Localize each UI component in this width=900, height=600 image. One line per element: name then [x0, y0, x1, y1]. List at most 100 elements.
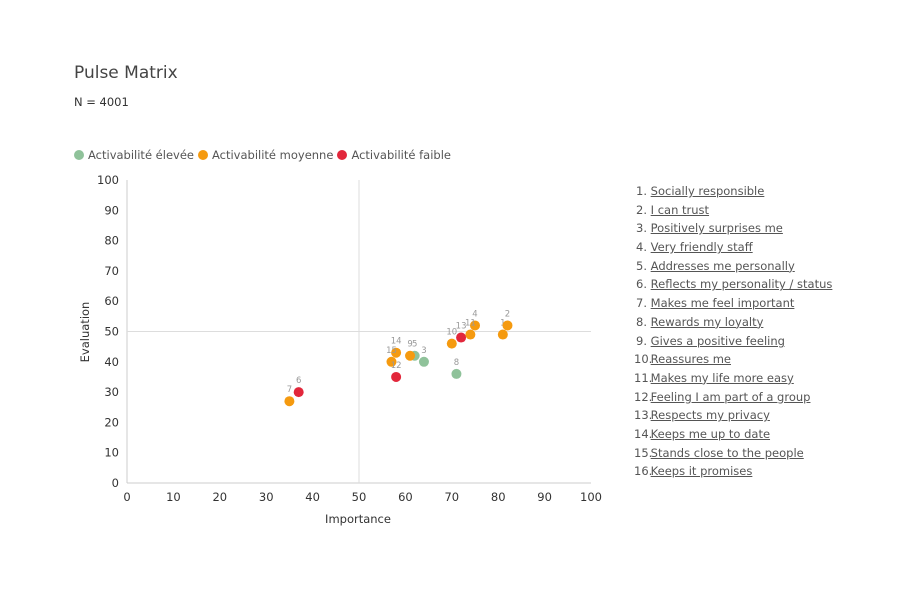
- data-point[interactable]: [405, 350, 416, 361]
- y-tick-label: 90: [104, 203, 119, 217]
- attribute-item[interactable]: 8. Rewards my loyalty: [634, 313, 832, 332]
- x-tick-label: 0: [123, 490, 130, 504]
- attribute-number: 9.: [636, 333, 647, 348]
- attribute-link[interactable]: Rewards my loyalty: [650, 314, 764, 329]
- attribute-item[interactable]: 12. Feeling I am part of a group: [634, 388, 832, 407]
- legend-marker-medium: [197, 150, 208, 160]
- data-point-label: 2: [505, 309, 510, 319]
- data-point[interactable]: [497, 329, 508, 340]
- attribute-number: 3.: [636, 221, 647, 236]
- attribute-item[interactable]: 2. I can trust: [634, 201, 832, 220]
- y-tick-label: 40: [104, 355, 119, 369]
- chart-title: Pulse Matrix: [74, 63, 178, 83]
- attribute-link[interactable]: Stands close to the people: [650, 445, 804, 460]
- data-point[interactable]: [456, 332, 467, 343]
- data-point[interactable]: [284, 396, 295, 407]
- attribute-item[interactable]: 1. Socially responsible: [634, 182, 832, 201]
- data-point[interactable]: [446, 338, 457, 349]
- data-point[interactable]: [465, 329, 476, 340]
- data-point[interactable]: [470, 320, 480, 331]
- attribute-item[interactable]: 13. Respects my privacy: [634, 406, 832, 425]
- attribute-link[interactable]: Reflects my personality / status: [650, 277, 833, 292]
- attribute-item[interactable]: 14. Keeps me up to date: [634, 425, 832, 444]
- attribute-link[interactable]: Addresses me personally: [650, 258, 795, 273]
- legend-label-high: Activabilité élevée: [88, 148, 194, 162]
- attribute-list: 1. Socially responsible 2. I can trust 3…: [634, 182, 832, 481]
- data-point[interactable]: [293, 387, 304, 398]
- y-tick-label: 60: [104, 294, 119, 308]
- attribute-link[interactable]: Reassures me: [650, 352, 731, 367]
- legend-marker-high: [74, 150, 84, 160]
- attribute-number: 11.: [634, 370, 653, 385]
- legend-item-high[interactable]: Activabilité élevée: [74, 148, 194, 162]
- x-tick-label: 70: [444, 490, 459, 504]
- data-point-label: 1: [500, 319, 505, 329]
- attribute-link[interactable]: Makes me feel important: [650, 296, 795, 311]
- attribute-link[interactable]: Positively surprises me: [650, 221, 783, 236]
- attribute-link[interactable]: Gives a positive feeling: [650, 333, 785, 348]
- x-tick-label: 30: [259, 490, 274, 504]
- data-point[interactable]: [391, 371, 402, 382]
- attribute-link[interactable]: I can trust: [650, 202, 710, 217]
- data-point[interactable]: [418, 356, 429, 367]
- data-point-label: 8: [454, 358, 459, 368]
- attribute-item[interactable]: 4. Very friendly staff: [634, 238, 832, 257]
- attribute-item[interactable]: 6. Reflects my personality / status: [634, 275, 832, 294]
- attribute-item[interactable]: 3. Positively surprises me: [634, 219, 832, 238]
- data-point-label: 14: [391, 337, 402, 347]
- attribute-link[interactable]: Respects my privacy: [650, 408, 770, 423]
- y-tick-label: 20: [104, 415, 119, 429]
- data-point-label: 15: [386, 346, 397, 356]
- attribute-item[interactable]: 16. Keeps it promises: [634, 462, 832, 481]
- data-point-label: 12: [391, 361, 402, 371]
- y-tick-label: 80: [104, 234, 119, 248]
- data-point-label: 3: [421, 346, 426, 356]
- legend-marker-low: [337, 150, 348, 160]
- y-tick-label: 100: [97, 173, 119, 187]
- attribute-item[interactable]: 9. Gives a positive feeling: [634, 332, 832, 351]
- data-point-label: 7: [287, 385, 292, 395]
- attribute-number: 7.: [636, 296, 647, 311]
- attribute-link[interactable]: Keeps it promises: [650, 464, 753, 479]
- data-point-label: 13: [456, 322, 467, 332]
- attribute-number: 10.: [634, 352, 653, 367]
- attribute-link[interactable]: Socially responsible: [650, 184, 765, 198]
- attribute-number: 6.: [636, 277, 647, 292]
- attribute-number: 5.: [636, 258, 647, 273]
- x-tick-label: 10: [166, 490, 181, 504]
- legend-label-medium: Activabilité moyenne: [211, 148, 334, 162]
- x-tick-label: 90: [537, 490, 552, 504]
- y-tick-label: 0: [112, 476, 119, 490]
- attribute-item[interactable]: 10. Reassures me: [634, 350, 832, 369]
- y-axis-title: Evaluation: [78, 302, 92, 363]
- legend-item-low[interactable]: Activabilité faible: [337, 148, 451, 162]
- attribute-number: 2.: [636, 202, 647, 217]
- data-point[interactable]: [451, 368, 462, 379]
- data-point-label: 9: [407, 340, 412, 350]
- data-point[interactable]: [391, 347, 402, 358]
- attribute-item[interactable]: 5. Addresses me personally: [634, 257, 832, 276]
- attribute-item[interactable]: 7. Makes me feel important: [634, 294, 832, 313]
- attribute-number: 16.: [634, 464, 653, 479]
- data-point-label: 10: [446, 328, 457, 338]
- x-tick-label: 20: [212, 490, 227, 504]
- y-tick-label: 30: [104, 385, 119, 399]
- attribute-item[interactable]: 11. Makes my life more easy: [634, 369, 832, 388]
- data-point-label: 11: [465, 319, 476, 329]
- attribute-link[interactable]: Very friendly staff: [650, 240, 753, 255]
- data-point[interactable]: [502, 320, 513, 331]
- data-point[interactable]: [386, 356, 397, 367]
- x-tick-label: 40: [305, 490, 320, 504]
- legend-item-medium[interactable]: Activabilité moyenne: [197, 148, 334, 162]
- x-tick-label: 60: [398, 490, 413, 504]
- legend-label-low: Activabilité faible: [351, 148, 451, 162]
- attribute-link[interactable]: Feeling I am part of a group: [650, 389, 811, 404]
- data-point-label: 6: [296, 376, 301, 386]
- attribute-link[interactable]: Makes my life more easy: [650, 370, 794, 385]
- axes-layer: 0 10 20 30 40 50 60 70 80 90 100 0 10 20 30 40 50 60 70 80 9…: [97, 173, 602, 504]
- data-point-label: 4: [472, 309, 477, 319]
- x-axis-title: Importance: [325, 512, 391, 526]
- attribute-item[interactable]: 15. Stands close to the people: [634, 444, 832, 463]
- attribute-link[interactable]: Keeps me up to date: [650, 426, 771, 441]
